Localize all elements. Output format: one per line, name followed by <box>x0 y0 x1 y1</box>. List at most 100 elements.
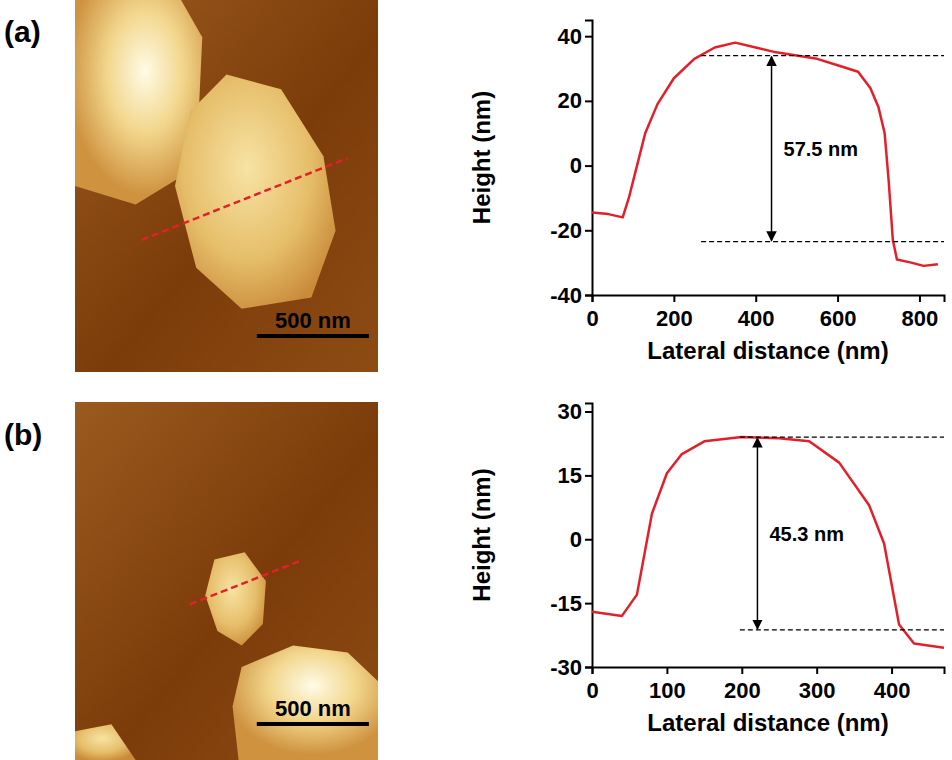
tick-mark <box>585 230 592 232</box>
axis-line <box>593 296 945 303</box>
height-arrow <box>771 57 773 241</box>
profile-line <box>592 437 944 648</box>
panel-label: (b) <box>4 418 42 451</box>
tick-mark <box>585 100 592 102</box>
tick: -20 <box>550 218 592 243</box>
tick: 800 <box>902 295 939 331</box>
axis-line <box>585 404 593 668</box>
tick: -30 <box>550 655 592 680</box>
tick-mark <box>919 295 921 302</box>
tick-mark <box>837 295 839 302</box>
tick-mark <box>666 667 668 674</box>
afm-image <box>75 0 378 372</box>
x-axis: 0 100 200 300 400 <box>586 667 944 703</box>
tick-label: 30 <box>558 399 582 424</box>
tick: 100 <box>649 667 686 703</box>
tick: 400 <box>738 295 775 331</box>
tick-label: 20 <box>558 88 582 113</box>
height-arrow <box>757 438 759 629</box>
reference-line <box>740 629 944 630</box>
scale-bar-label: 500 nm <box>275 308 351 333</box>
particle <box>205 552 266 645</box>
axis-line <box>585 21 593 296</box>
tick: 20 <box>558 88 592 113</box>
tick-mark <box>585 295 592 297</box>
profile-cut-line <box>142 158 348 240</box>
tick: 0 <box>586 667 598 703</box>
tick-label: -40 <box>550 283 582 308</box>
x-axis-title: Lateral distance (nm) <box>647 337 888 364</box>
tick: 30 <box>558 399 592 424</box>
scale-bar <box>257 334 369 338</box>
x-axis: 0 200 400 600 800 <box>586 295 944 331</box>
tick-mark <box>891 667 893 674</box>
image-background <box>75 0 378 372</box>
tick: 200 <box>656 295 693 331</box>
tick-mark <box>585 411 592 413</box>
tick-label: 800 <box>902 306 939 331</box>
tick-label: 600 <box>820 306 857 331</box>
tick-mark <box>585 475 592 477</box>
label-background <box>767 522 845 546</box>
tick-mark <box>673 295 675 302</box>
tick-mark <box>741 667 743 674</box>
tick-label: -30 <box>550 655 582 680</box>
tick-label: 400 <box>874 678 911 703</box>
y-axis: -30 -15 0 15 30 <box>550 399 592 679</box>
tick-label: 100 <box>649 678 686 703</box>
x-axis-title: Lateral distance (nm) <box>647 709 888 736</box>
y-axis-title: Height (nm) <box>468 91 495 224</box>
panel: 500 nm (b) 0 100 200 300 400 -30 -15 0 15 30 Lateral… <box>4 399 945 760</box>
profile-cut-line <box>190 561 299 604</box>
label-background <box>782 137 860 161</box>
tick: 600 <box>820 295 857 331</box>
scale-bar-label: 500 nm <box>275 696 351 721</box>
plot-area <box>592 437 944 648</box>
figure: 500 nm (a) 0 200 400 600 800 -40 -20 0 20 40 Lateral… <box>0 0 952 760</box>
annotation-label: 57.5 nm <box>784 138 858 160</box>
tick-mark <box>816 667 818 674</box>
reference-line <box>740 436 944 437</box>
reference-line <box>701 55 944 56</box>
axis-line <box>593 668 945 675</box>
afm-image <box>75 402 378 760</box>
particle <box>175 74 336 308</box>
tick: 200 <box>724 667 761 703</box>
scale-bar <box>257 722 369 726</box>
tick-label: 15 <box>558 463 582 488</box>
tick-label: 0 <box>570 153 582 178</box>
particle <box>233 645 378 760</box>
tick-label: 0 <box>586 678 598 703</box>
tick-label: 0 <box>570 527 582 552</box>
panel: 500 nm (a) 0 200 400 600 800 -40 -20 0 20 40 Lateral… <box>4 0 945 372</box>
tick-label: 200 <box>656 306 693 331</box>
tick: 0 <box>570 527 592 552</box>
tick: 15 <box>558 463 592 488</box>
y-axis-title: Height (nm) <box>468 468 495 601</box>
tick-label: 300 <box>799 678 836 703</box>
tick-mark <box>755 295 757 302</box>
tick: 40 <box>558 24 592 49</box>
tick-label: -15 <box>550 591 582 616</box>
plot-area <box>592 43 944 266</box>
tick-label: 200 <box>724 678 761 703</box>
tick-label: 40 <box>558 24 582 49</box>
tick-mark <box>585 667 592 669</box>
tick: 400 <box>874 667 911 703</box>
tick-mark <box>585 539 592 541</box>
image-background <box>75 402 378 760</box>
tick-mark <box>585 36 592 38</box>
tick-label: 0 <box>586 306 598 331</box>
reference-line <box>701 241 944 242</box>
tick: 0 <box>570 153 592 178</box>
tick-label: -20 <box>550 218 582 243</box>
tick-mark <box>585 603 592 605</box>
tick-label: 400 <box>738 306 775 331</box>
tick: 300 <box>799 667 836 703</box>
particle <box>75 724 136 760</box>
tick: -40 <box>550 283 592 308</box>
profile-line <box>592 43 938 266</box>
y-axis: -40 -20 0 20 40 <box>550 21 592 308</box>
tick-mark <box>585 165 592 167</box>
panel-label: (a) <box>4 15 41 48</box>
